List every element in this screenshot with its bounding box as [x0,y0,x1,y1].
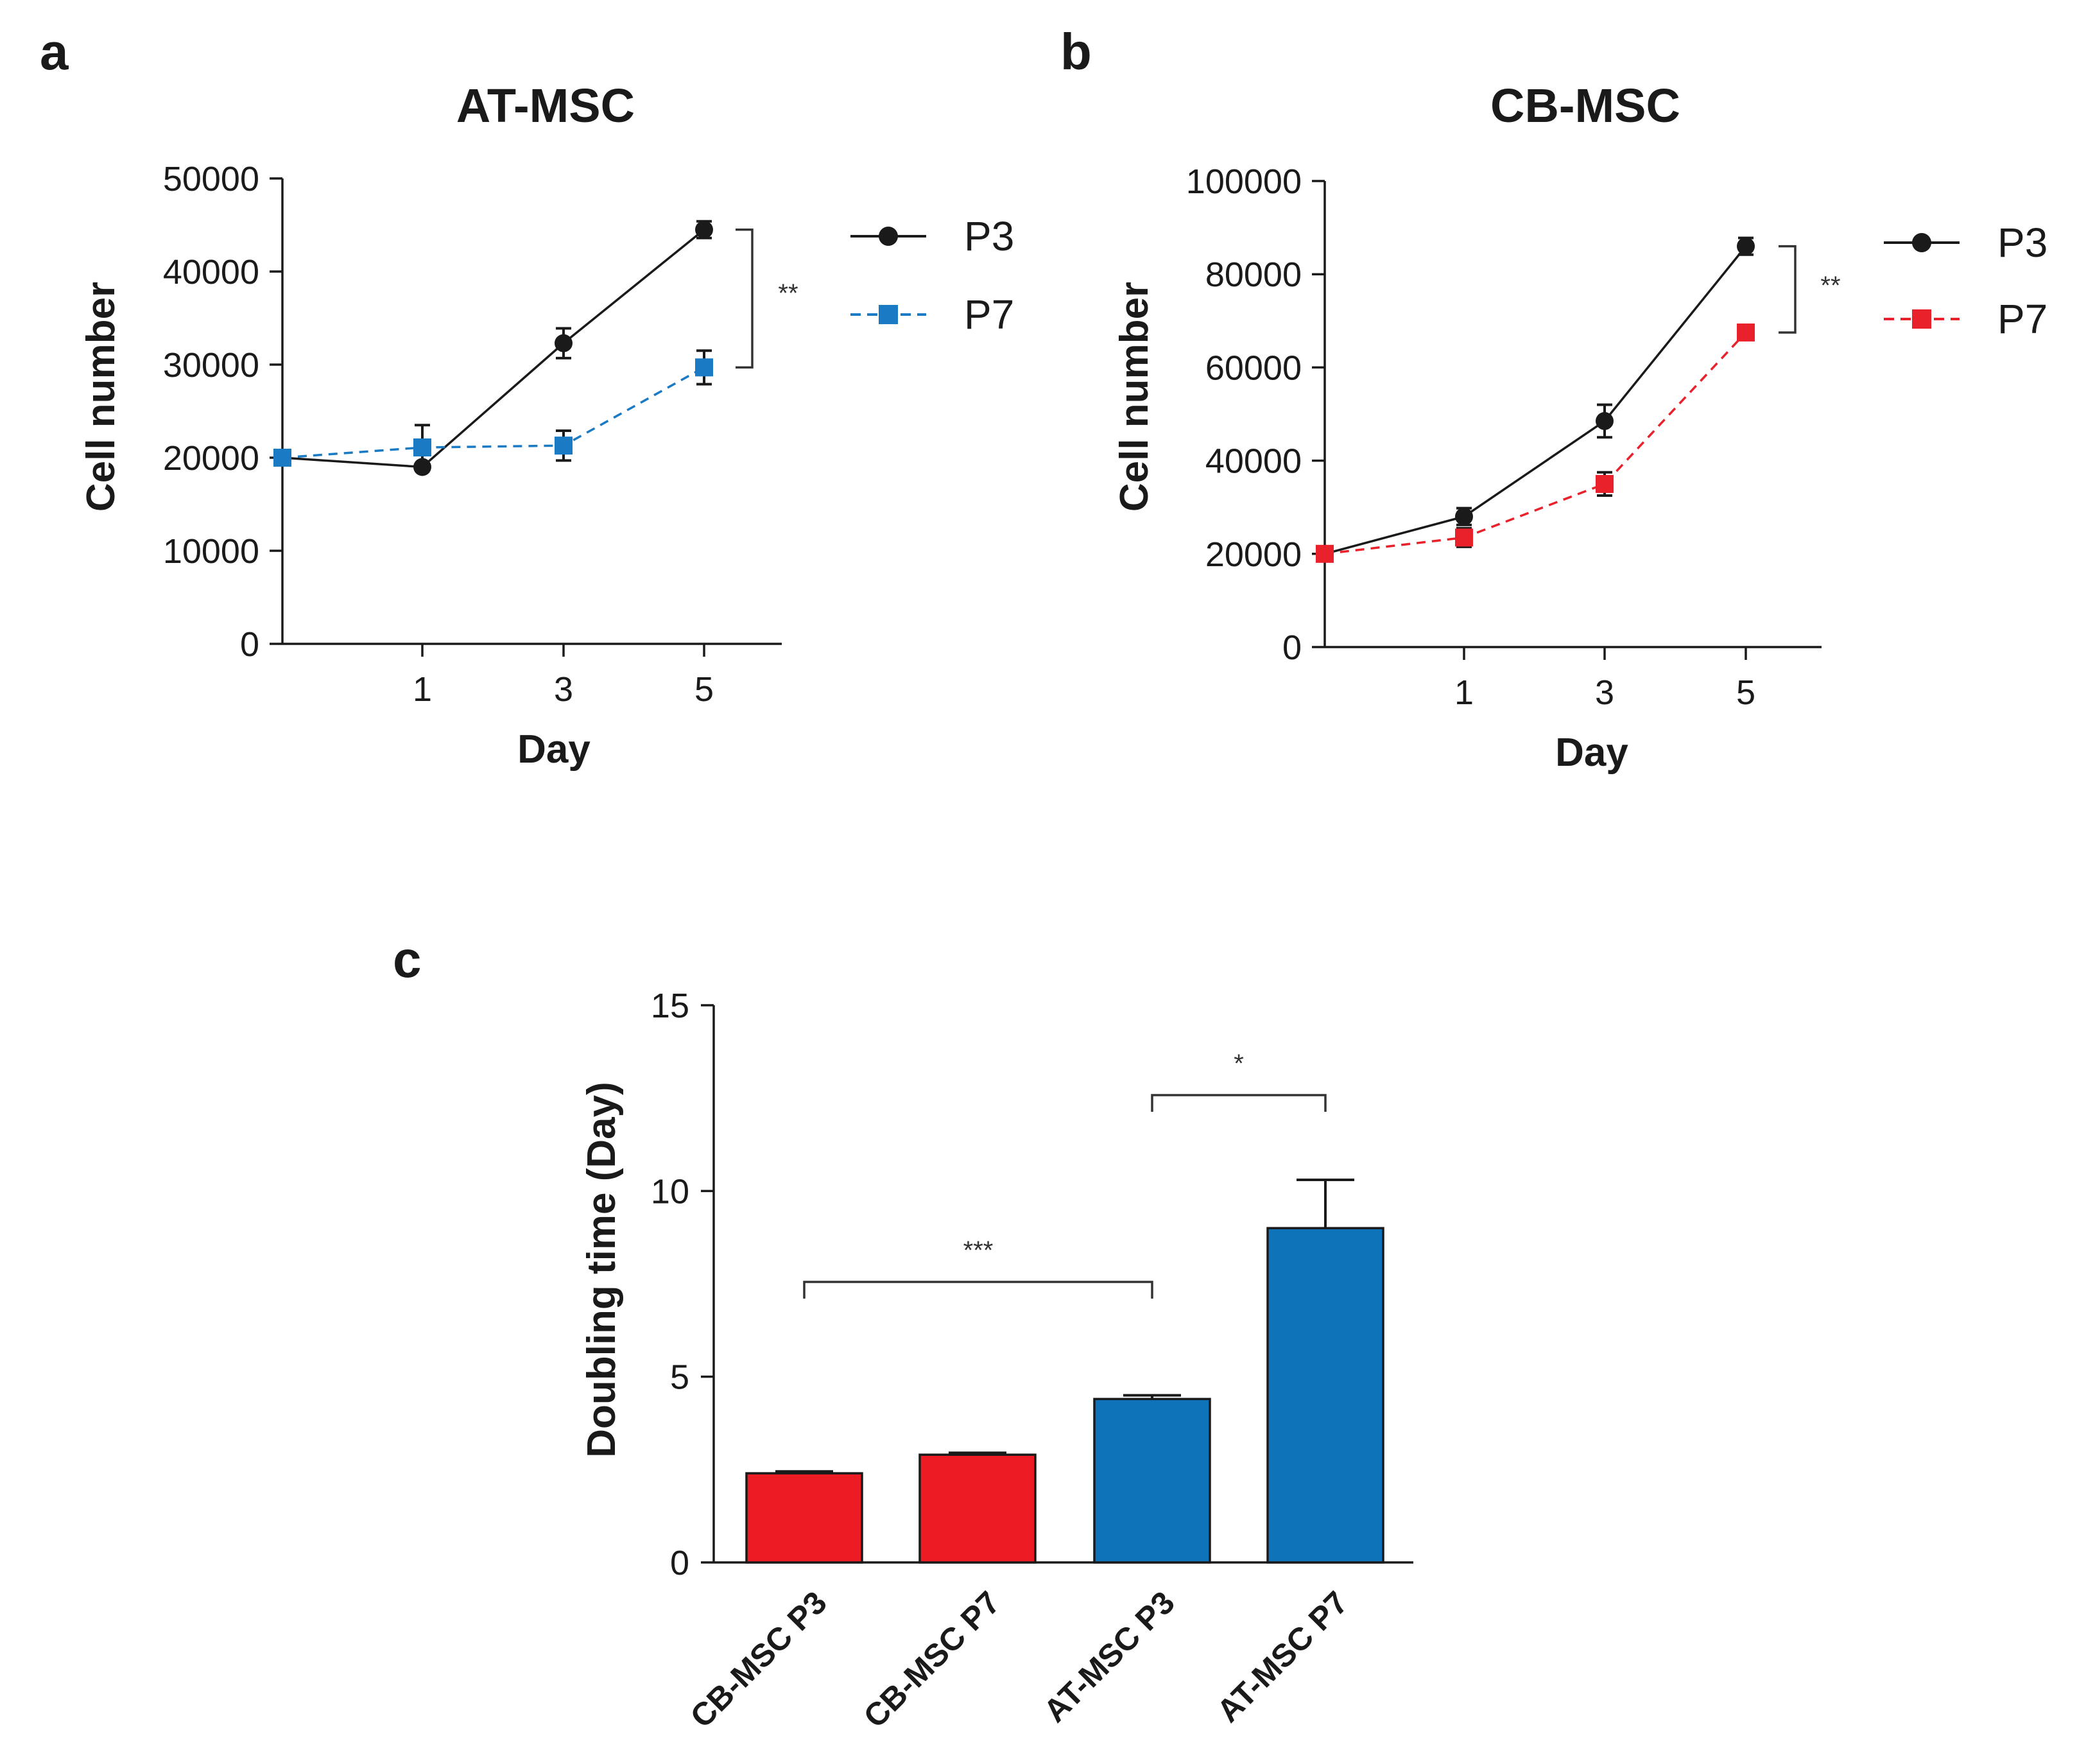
data-point-p3 [1596,411,1614,430]
y-tick-label: 15 [651,987,689,1025]
y-tick-label: 0 [670,1544,689,1582]
y-tick-label: 20000 [1205,535,1302,574]
data-point-p7 [1316,544,1334,563]
panel-a-letter: a [40,23,69,80]
data-point-p7 [1455,528,1473,547]
data-point-p3 [695,220,713,239]
series-line-p3 [1324,245,1747,555]
panel-c-bars: CB-MSC P3 CB-MSC P7 AT-MSC P3 AT-MSC P7 [684,1178,1384,1734]
panel-b-ylabel: Cell number [1112,282,1157,512]
panel-b-series [1316,236,1755,563]
data-point-p3 [1455,507,1473,526]
legend-a-p3-label: P3 [964,213,1014,259]
data-point-p7 [1596,474,1614,493]
panel-a-ylabel: Cell number [79,282,123,512]
data-point-p7 [555,437,573,455]
bar-at-msc-p3 [1093,1397,1211,1564]
x-tick-label: 5 [694,670,714,709]
y-tick-label: 80000 [1205,255,1302,294]
y-tick-label: 50000 [163,160,259,198]
y-tick-label: 10 [651,1172,689,1211]
panel-a-significance-label: ** [778,279,798,307]
data-point-p7 [1737,323,1755,342]
y-tick-label: 60000 [1205,349,1302,387]
legend-a-p7-marker [879,305,898,324]
data-point-p3 [555,334,573,352]
panel-a-series [273,220,713,476]
panel-b-significance: ** [1779,245,1841,334]
y-tick-label: 100000 [1186,162,1302,201]
x-category-label: AT-MSC P3 [1037,1584,1182,1729]
bar-at-msc-p7 [1266,1227,1384,1564]
y-tick-label: 0 [240,625,259,664]
x-category-label: AT-MSC P7 [1210,1584,1355,1729]
panel-c-letter: c [393,931,422,988]
panel-a-axes: 0 10000 20000 30000 40000 50000 1 3 5 [163,160,782,709]
panel-b-significance-label: ** [1820,272,1840,300]
legend-b-p7-marker [1912,309,1931,329]
y-tick-label: 10000 [163,532,259,571]
panel-a-line-chart: a AT-MSC Day Cell number 0 10000 20000 3000… [40,23,1014,772]
legend-b-p7-label: P7 [1997,296,2047,342]
data-point-p7 [695,358,713,377]
panel-b-axes: 0 20000 40000 60000 80000 100000 1 3 5 [1186,162,1822,712]
series-line-p7 [1324,331,1747,555]
panel-b-legend: P3 P7 [1884,220,2047,342]
panel-b-letter: b [1060,23,1092,80]
data-point-p3 [1737,237,1755,255]
comparison-bracket [803,1281,1153,1299]
panel-a-title: AT-MSC [456,79,635,132]
series-line-p7 [282,366,705,459]
y-tick-label: 0 [1282,628,1302,667]
panel-b-line-chart: b CB-MSC Day Cell number 0 20000 40000 6000… [1060,23,2047,775]
legend-a-p3-marker [879,227,898,246]
panel-c-bar-chart: c Doubling time (Day) 0 5 10 15 CB-MSC P3 CB… [393,931,1413,1734]
panel-a-significance: ** [736,229,798,369]
data-point-p7 [273,449,291,467]
legend-b-p3-marker [1912,233,1931,252]
bar-cb-msc-p7 [918,1453,1037,1564]
bar-cb-msc-p3 [745,1472,863,1564]
x-tick-label: 1 [413,670,432,709]
comparison-label: * [1234,1050,1244,1078]
significance-bracket [1779,245,1797,334]
significance-bracket [736,229,754,369]
legend-b-p3-label: P3 [1997,220,2047,266]
x-tick-label: 1 [1454,673,1474,712]
data-point-p7 [413,438,431,457]
legend-a-p7-label: P7 [964,291,1014,338]
y-tick-label: 40000 [163,253,259,291]
panel-a-legend: P3 P7 [850,213,1014,338]
x-tick-label: 3 [554,670,573,709]
panel-c-significance: **** [803,1050,1327,1299]
comparison-label: *** [963,1236,994,1265]
panel-a-xlabel: Day [517,727,590,772]
y-tick-label: 40000 [1205,442,1302,481]
y-tick-label: 5 [670,1358,689,1397]
panel-b-xlabel: Day [1555,731,1628,775]
y-tick-label: 20000 [163,439,259,478]
panel-c-ylabel: Doubling time (Day) [580,1082,624,1458]
panel-b-title: CB-MSC [1490,79,1680,132]
x-category-label: CB-MSC P3 [684,1584,834,1734]
y-tick-label: 30000 [163,346,259,385]
x-tick-label: 5 [1736,673,1755,712]
series-line-p3 [282,229,705,469]
x-category-label: CB-MSC P7 [857,1584,1007,1734]
comparison-bracket [1151,1094,1327,1112]
x-tick-label: 3 [1595,673,1614,712]
